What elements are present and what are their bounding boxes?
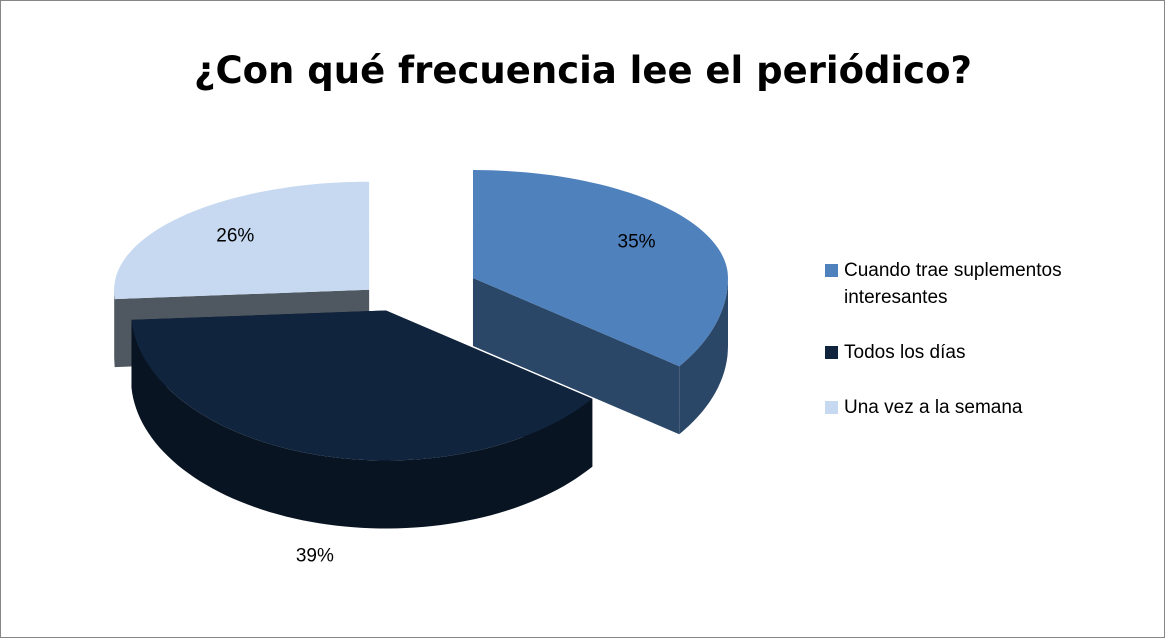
slice-side — [114, 289, 115, 368]
chart-title: ¿Con qué frecuencia lee el periódico? — [194, 49, 972, 92]
legend-label: Todos los días — [844, 342, 966, 363]
legend-swatch — [825, 401, 838, 414]
slice — [131, 310, 593, 461]
data-label: 39% — [296, 546, 334, 567]
legend-label: Cuando trae suplementos interesantes — [844, 260, 1062, 308]
slice — [114, 181, 370, 300]
slice — [472, 170, 728, 367]
legend-swatch — [825, 264, 838, 277]
legend: Cuando trae suplementos interesantes Todo… — [825, 257, 1115, 449]
slice-side — [679, 278, 728, 435]
legend-label: Una vez a la semana — [844, 397, 1023, 418]
slice-side — [131, 319, 593, 529]
legend-item: Cuando trae suplementos interesantes — [825, 257, 1115, 311]
data-label: 26% — [216, 225, 254, 246]
data-label: 35% — [618, 232, 656, 253]
legend-swatch — [825, 346, 838, 359]
legend-item: Todos los días — [825, 339, 1115, 366]
legend-item: Una vez a la semana — [825, 394, 1115, 421]
slice-face — [472, 278, 680, 435]
